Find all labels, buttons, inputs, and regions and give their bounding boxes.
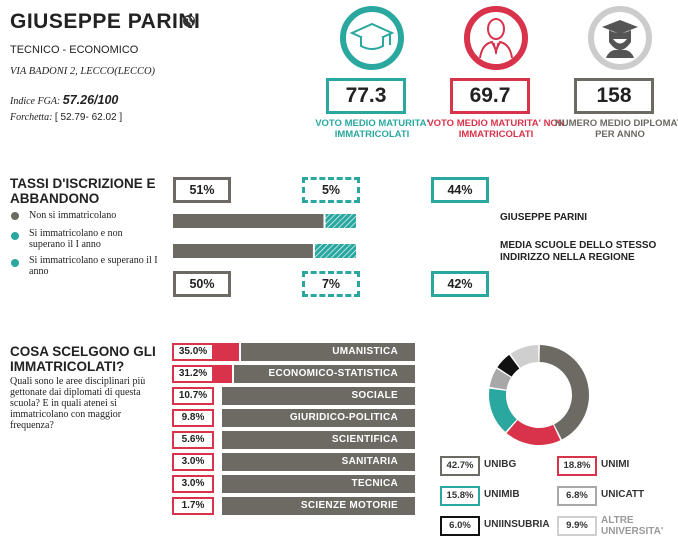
- area-row: 10.7% SOCIALE: [172, 387, 415, 405]
- fga-index: Indice FGA: 57.26/100: [10, 93, 118, 107]
- legend-dropped: Si immatricolano e non superano il I ann…: [29, 228, 123, 250]
- globe-icon[interactable]: [182, 14, 196, 28]
- area-label: ECONOMICO-STATISTICA: [234, 365, 415, 383]
- fork-label: Forchetta:: [10, 112, 53, 123]
- region-not-enrolled-pct: 50%: [173, 271, 231, 297]
- university-name: ALTRE UNIVERSITA': [601, 515, 664, 537]
- stat-caption: NUMERO MEDIO DIPLOMATI PER ANNO: [554, 118, 678, 140]
- area-label: GIURIDICO-POLITICA: [222, 409, 415, 427]
- university-name: UNIMIB: [484, 489, 520, 500]
- region-dropped-pct: 7%: [302, 271, 360, 297]
- area-label: TECNICA: [222, 475, 415, 493]
- person-tie-icon: [464, 6, 528, 70]
- area-row: 1.7% SCIENZE MOTORIE: [172, 497, 415, 515]
- donut-slice-unibg: [539, 345, 589, 440]
- area-label: SCIENZE MOTORIE: [222, 497, 415, 515]
- university-name: UNIINSUBRIA: [484, 519, 550, 530]
- area-pct: 35.0%: [172, 343, 214, 361]
- area-pct: 31.2%: [172, 365, 214, 383]
- bar-not-enrolled: [173, 244, 313, 258]
- enrollment-bars: [173, 214, 356, 258]
- university-pct: 6.0%: [440, 516, 480, 536]
- stat-caption: VOTO MEDIO MATURITA' NON IMMATRICOLATI: [427, 118, 565, 140]
- bar-dropped: [325, 214, 356, 228]
- area-label: SOCIALE: [222, 387, 415, 405]
- choices-question: Quali sono le aree disciplinari più gett…: [10, 376, 146, 431]
- region-bar-label: MEDIA SCUOLE DELLO STESSO INDIRIZZO NELL…: [500, 240, 657, 263]
- school-not-enrolled-pct: 51%: [173, 177, 231, 203]
- school-type: TECNICO - ECONOMICO: [10, 44, 139, 56]
- area-row: 31.2% ECONOMICO-STATISTICA: [172, 365, 415, 383]
- fga-fork: Forchetta: [ 52.79- 62.02 ]: [10, 112, 122, 123]
- university-donut-chart: [489, 345, 589, 445]
- legend-dot-teal: [11, 232, 19, 240]
- fork-value: [ 52.79- 62.02 ]: [54, 112, 123, 123]
- university-name: UNICATT: [601, 489, 645, 500]
- stat-value: 77.3: [326, 78, 406, 114]
- area-row: 3.0% TECNICA: [172, 475, 415, 493]
- stat-caption: VOTO MEDIO MATURITA' IMMATRICOLATI: [315, 118, 429, 140]
- legend-dot-teal: [11, 259, 19, 267]
- donut-slice-unimib: [489, 388, 517, 432]
- school-passed-pct: 44%: [431, 177, 489, 203]
- legend-passed: Si immatricolano e superano il I anno: [29, 255, 158, 277]
- area-pct: 5.6%: [172, 431, 214, 449]
- area-pct: 3.0%: [172, 453, 214, 471]
- area-row: 3.0% SANITARIA: [172, 453, 415, 471]
- university-pct: 9.9%: [557, 516, 597, 536]
- university-pct: 15.8%: [440, 486, 480, 506]
- area-pct: 9.8%: [172, 409, 214, 427]
- stat-value: 158: [574, 78, 654, 114]
- graduation-cap-icon: [340, 6, 404, 70]
- area-label: SANITARIA: [222, 453, 415, 471]
- bar-not-enrolled: [173, 214, 324, 228]
- choices-title: COSA SCELGONO GLI IMMATRICOLATI?: [10, 344, 156, 374]
- legend-dot-dark: [11, 212, 19, 220]
- school-dropped-pct: 5%: [302, 177, 360, 203]
- donut-slice-uniinsubria: [497, 354, 520, 377]
- university-pct: 6.8%: [557, 486, 597, 506]
- donut-slice-altre-universita-: [510, 345, 539, 368]
- donut-slice-unicatt: [489, 368, 511, 390]
- area-pct: 1.7%: [172, 497, 214, 515]
- bar-dropped: [314, 244, 356, 258]
- area-row: 5.6% SCIENTIFICA: [172, 431, 415, 449]
- graduate-student-icon: [588, 6, 652, 70]
- school-name: GIUSEPPE PARINI: [10, 10, 201, 33]
- legend-not-enrolled: Non si immatricolano: [29, 210, 117, 221]
- university-name: UNIBG: [484, 459, 517, 470]
- fga-label: Indice FGA:: [10, 96, 61, 107]
- area-pct: 10.7%: [172, 387, 214, 405]
- university-pct: 18.8%: [557, 456, 597, 476]
- school-bar-label: GIUSEPPE PARINI: [500, 212, 588, 223]
- region-passed-pct: 42%: [431, 271, 489, 297]
- school-address: VIA BADONI 2, LECCO(LECCO): [10, 66, 156, 77]
- area-label: SCIENTIFICA: [222, 431, 415, 449]
- university-name: UNIMI: [601, 459, 630, 470]
- area-label: UMANISTICA: [241, 343, 415, 361]
- stat-value: 69.7: [450, 78, 530, 114]
- area-pct: 3.0%: [172, 475, 214, 493]
- donut-slice-unimi: [506, 420, 561, 445]
- enrollment-title: TASSI D'ISCRIZIONE E ABBANDONO: [10, 176, 156, 206]
- area-row: 9.8% GIURIDICO-POLITICA: [172, 409, 415, 427]
- university-pct: 42.7%: [440, 456, 480, 476]
- area-row: 35.0% UMANISTICA: [172, 343, 415, 361]
- fga-value: 57.26/100: [62, 93, 119, 107]
